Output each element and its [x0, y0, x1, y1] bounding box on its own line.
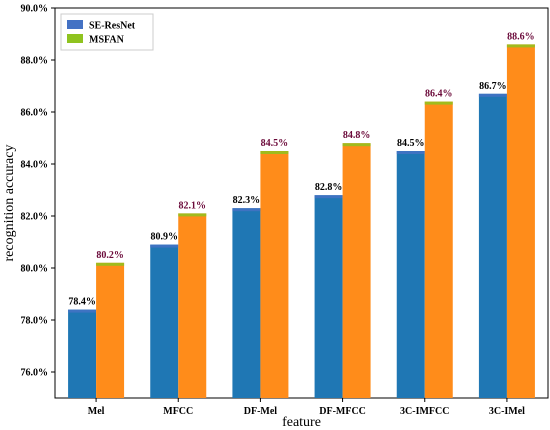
data-label: 84.5% [397, 138, 425, 149]
data-label: 84.8% [343, 130, 371, 141]
bar-se-resnet [150, 244, 179, 398]
bar-cap [506, 44, 535, 48]
y-tick-label: 82.0% [21, 212, 49, 223]
data-label: 82.8% [315, 182, 343, 193]
x-axis-title: feature [282, 415, 321, 430]
bar-se-resnet [314, 195, 343, 398]
x-tick-label: 3C-IMFCC [400, 406, 449, 417]
bar-msfan [342, 143, 371, 398]
x-tick-label: MFCC [163, 406, 193, 417]
data-label: 80.2% [96, 250, 124, 261]
bar-msfan [178, 213, 207, 398]
bar-msfan [506, 44, 535, 399]
x-tick-label: 3C-IMel [489, 406, 525, 417]
legend-swatch [67, 20, 83, 29]
bar-cap [232, 208, 261, 212]
data-label: 84.5% [261, 138, 289, 149]
y-tick-label: 84.0% [21, 160, 49, 171]
bar-cap [68, 309, 97, 313]
data-label: 86.7% [479, 81, 507, 92]
x-tick-label: DF-Mel [244, 406, 278, 417]
bar-cap [96, 262, 125, 266]
x-tick-label: Mel [88, 406, 105, 417]
legend-label: MSFAN [89, 35, 125, 46]
bar-se-resnet [478, 93, 507, 399]
y-tick-label: 86.0% [21, 108, 49, 119]
bar-msfan [96, 262, 125, 398]
data-label: 80.9% [151, 232, 179, 243]
legend-label: SE-ResNet [89, 21, 136, 32]
bar-msfan [424, 101, 453, 398]
legend-swatch [67, 34, 83, 43]
y-tick-label: 88.0% [21, 56, 49, 67]
data-label: 78.4% [68, 297, 96, 308]
y-tick-label: 76.0% [21, 368, 49, 379]
bar-se-resnet [396, 151, 425, 398]
data-label: 86.4% [425, 89, 453, 100]
bar-cap [260, 151, 289, 154]
legend-box [60, 13, 154, 51]
data-label: 82.1% [179, 200, 207, 211]
bar-se-resnet [68, 309, 97, 398]
y-tick-label: 90.0% [21, 4, 49, 15]
bar-msfan [260, 151, 289, 398]
data-label: 88.6% [507, 31, 535, 42]
bar-cap [396, 151, 425, 154]
bar-cap [150, 244, 179, 248]
data-label: 82.3% [233, 195, 261, 206]
y-tick-label: 78.0% [21, 316, 49, 327]
bar-se-resnet [232, 208, 261, 398]
bar-cap [478, 93, 507, 97]
plot-frame [54, 7, 549, 399]
y-tick-label: 80.0% [21, 264, 49, 275]
bar-cap [314, 195, 343, 199]
y-axis-title: recognition accuracy [2, 145, 17, 262]
bar-cap [178, 213, 207, 217]
bar-cap [424, 101, 453, 105]
bar-cap [342, 143, 371, 147]
x-tick-label: DF-MFCC [319, 406, 366, 417]
